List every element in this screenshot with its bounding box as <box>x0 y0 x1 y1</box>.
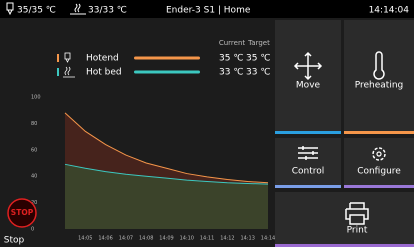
button-label[interactable]: Move <box>296 81 321 91</box>
title: Ender-3 S1 | Home <box>166 6 251 16</box>
x-tick-label: 14:05 <box>78 236 92 242</box>
button-bg[interactable] <box>275 192 414 247</box>
stop-label[interactable]: Stop <box>4 236 25 246</box>
bed-marker <box>57 68 59 76</box>
control-icon <box>298 146 318 160</box>
button-accent <box>344 131 414 134</box>
nozzle-temp: 35/35 ℃ <box>17 6 56 16</box>
y-tick-label: 100 <box>31 95 41 101</box>
stop-icon-text: STOP <box>11 208 34 217</box>
x-tick-label: 14:13 <box>240 236 254 242</box>
print-button[interactable]: Print <box>275 192 414 247</box>
hotend-target: 35 ℃ <box>246 54 270 64</box>
x-tick-label: 14:09 <box>159 236 173 242</box>
y-tick-label: 0 <box>31 227 34 233</box>
x-tick-label: 14:12 <box>220 236 234 242</box>
hotend-current: 35 ℃ <box>219 54 243 64</box>
screen: 35/35 ℃ 33/33 ℃ Ender-3 S1 | Home 14:14:… <box>0 0 414 247</box>
y-tick-label: 60 <box>31 147 37 153</box>
button-accent <box>344 185 414 188</box>
legend-bed: Hot bed <box>86 68 122 78</box>
header-target: Target <box>247 39 270 47</box>
bed-temp: 33/33 ℃ <box>88 6 127 16</box>
button-label[interactable]: Print <box>347 226 368 236</box>
header-current: Current <box>219 39 246 47</box>
x-tick-label: 14:14 <box>261 236 275 242</box>
button-bg[interactable] <box>275 138 341 188</box>
bed-target: 33 ℃ <box>246 68 270 78</box>
legend-line <box>134 57 200 60</box>
bed-current: 33 ℃ <box>219 68 243 78</box>
button-bg[interactable] <box>344 20 414 134</box>
legend-hotend: Hotend <box>86 54 119 64</box>
clock: 14:14:04 <box>369 6 410 16</box>
legend-line <box>134 71 200 74</box>
move-button[interactable]: Move <box>275 20 341 134</box>
x-tick-label: 14:08 <box>139 236 153 242</box>
button-label[interactable]: Configure <box>357 167 401 177</box>
button-accent <box>275 185 341 188</box>
x-tick-label: 14:10 <box>180 236 194 242</box>
preheating-button[interactable]: Preheating <box>344 20 414 134</box>
y-tick-label: 40 <box>31 174 37 180</box>
y-tick-label: 80 <box>31 121 37 127</box>
x-tick-label: 14:11 <box>200 236 214 242</box>
x-tick-label: 14:07 <box>119 236 133 242</box>
button-label[interactable]: Preheating <box>355 81 404 91</box>
hotend-marker <box>57 54 59 62</box>
control-button[interactable]: Control <box>275 138 341 188</box>
x-tick-label: 14:06 <box>98 236 112 242</box>
button-bg[interactable] <box>344 138 414 188</box>
page: {"status_bar": {"nozzle": "35/35 ℃", "be… <box>0 0 414 247</box>
button-accent <box>275 131 341 134</box>
button-label[interactable]: Control <box>292 167 325 177</box>
configure-button[interactable]: Configure <box>344 138 414 188</box>
